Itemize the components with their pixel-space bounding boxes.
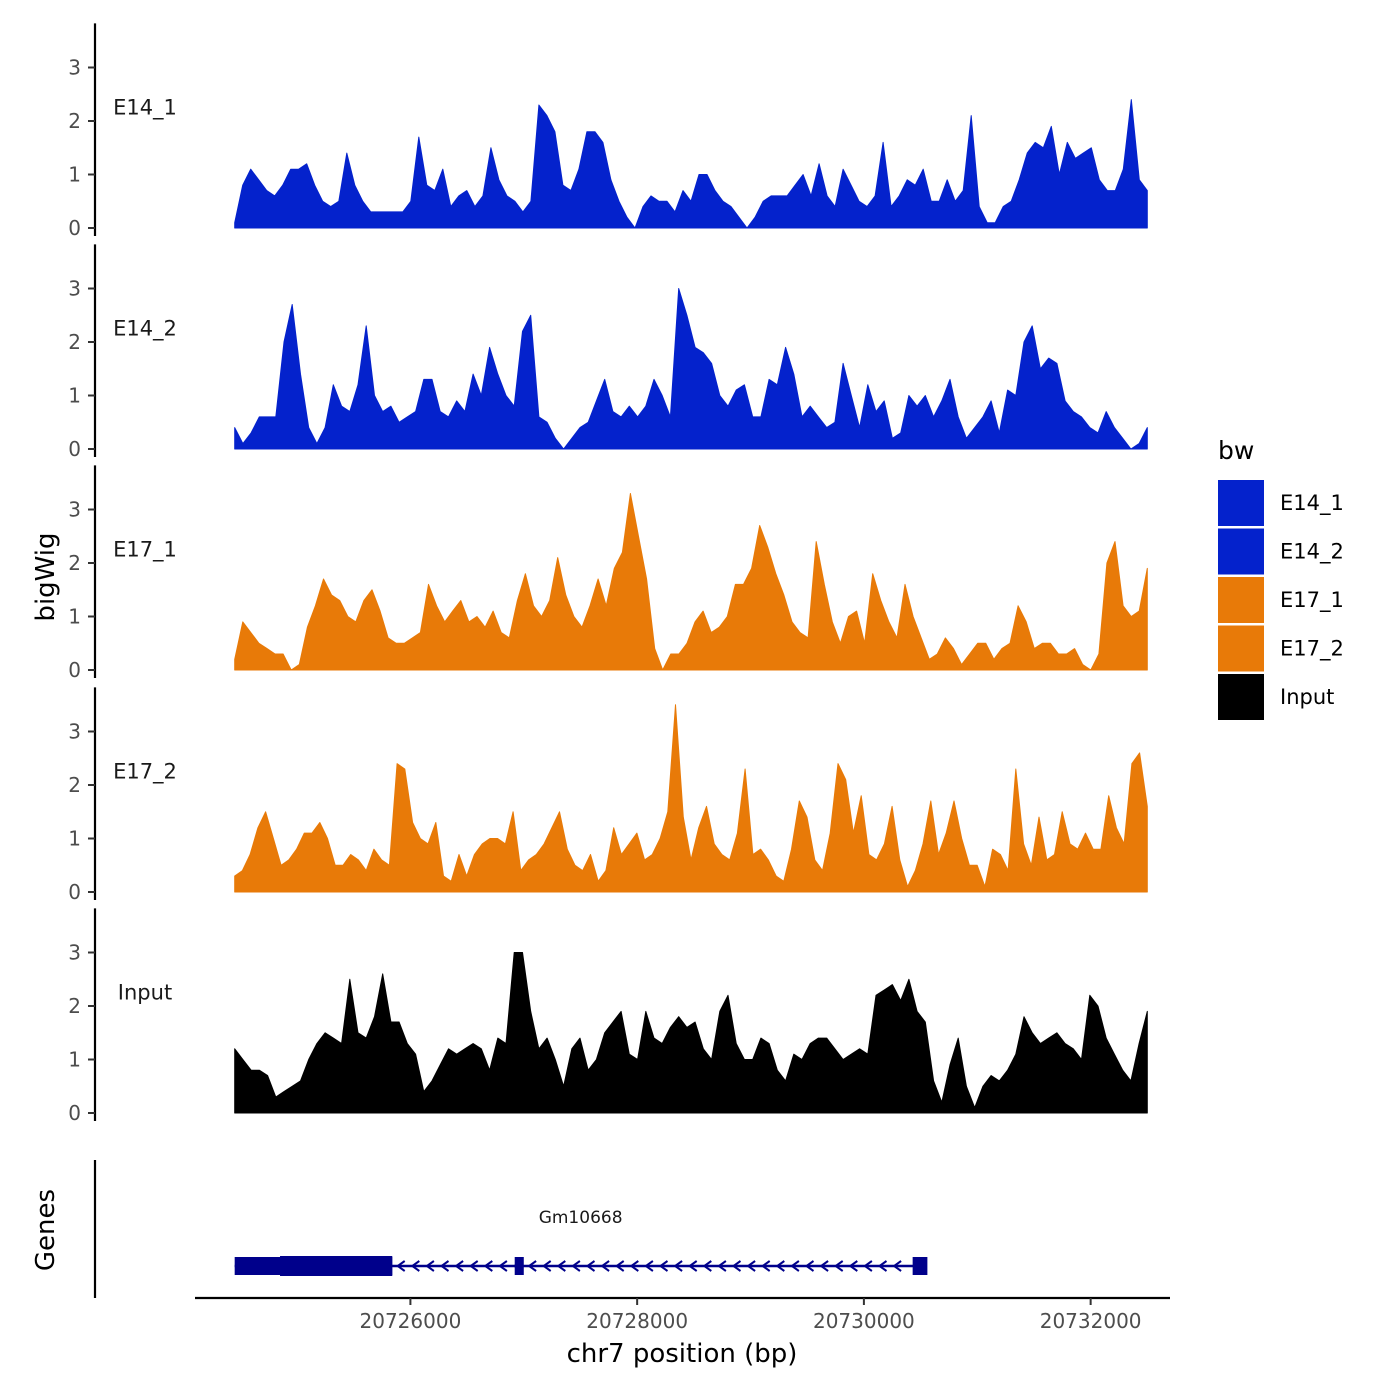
strand-arrow [395,1260,406,1272]
y-tick-label: 0 [68,1101,81,1125]
strand-arrow [600,1260,610,1272]
y-tick-label: 2 [68,551,81,575]
strand-arrow [454,1260,464,1272]
track-Input: 0 1 2 3 Input [68,908,1148,1125]
strand-arrow [410,1260,420,1272]
y-tick-label: 3 [68,498,81,522]
y-tick-label: 1 [68,827,81,851]
y-axis-title: bigWig [31,532,61,621]
track-E17_1: 0 1 2 3 E17_1 [68,465,1148,682]
strand-arrow [541,1260,552,1272]
track-label-E14_1: E14_1 [113,95,177,120]
y-tick-label: 3 [68,941,81,965]
x-axis: 20726000 20728000 20730000 20732000 [195,1296,1170,1333]
strand-arrow [863,1260,873,1272]
track-E17_2: 0 1 2 3 E17_2 [68,687,1148,904]
y-tick-label: 2 [68,773,81,797]
strand-arrow [658,1260,669,1272]
area-E17_2 [234,704,1148,893]
genes-track-title: Genes [31,1189,61,1271]
strand-arrow [804,1260,815,1272]
exon-2 [514,1257,524,1275]
y-tick-label: 1 [68,605,81,629]
strand-arrow [892,1260,902,1272]
strand-arrow [702,1260,712,1272]
strand-arrow [556,1260,566,1272]
strand-arrow [439,1260,450,1272]
legend-key-E17_2 [1218,625,1264,672]
legend-label-E14_1: E14_1 [1280,491,1344,516]
exon-3 [912,1257,928,1275]
legend-key-E17_1 [1218,577,1264,623]
strand-arrow [483,1260,493,1272]
track-label-E17_2: E17_2 [113,759,177,784]
area-Input [234,952,1148,1114]
x-tick-label: 20726000 [360,1309,462,1333]
y-tick-label: 3 [68,720,81,744]
strand-arrow [644,1260,654,1272]
legend-label-E14_2: E14_2 [1280,540,1344,565]
strand-arrow [848,1260,858,1272]
x-tick-label: 20732000 [1040,1309,1142,1333]
strand-arrow [571,1260,581,1272]
strand-arrow [819,1260,829,1272]
strand-arrow [833,1260,844,1272]
strand-arrow [425,1260,435,1272]
area-E17_1 [234,493,1148,671]
area-E14_1 [234,99,1148,229]
strand-arrow [585,1260,596,1272]
y-tick-label: 3 [68,56,81,80]
x-tick-label: 20728000 [586,1309,688,1333]
coverage-tracks: 0 1 2 3 E14_1 0 1 2 3 E14_2 0 1 2 3 E17_1 0 1 2 3 E17_2 0 1 2 3… [68,23,1148,1125]
y-tick-label: 0 [68,880,81,904]
strand-arrow [687,1260,698,1272]
legend: bw E14_1 E14_2 E17_1 E17_2 Input [1218,436,1344,720]
y-tick-label: 0 [68,216,81,240]
legend-label-Input: Input [1280,685,1334,709]
strand-arrow [746,1260,756,1272]
y-tick-label: 0 [68,437,81,461]
strand-arrow [527,1260,537,1272]
y-tick-label: 1 [68,1048,81,1072]
legend-key-Input [1218,674,1264,720]
coding-region [280,1256,393,1276]
legend-key-E14_2 [1218,528,1264,575]
y-tick-label: 1 [68,163,81,187]
strand-arrow [629,1260,639,1272]
track-label-Input: Input [118,980,172,1004]
legend-label-E17_2: E17_2 [1280,637,1344,662]
track-E14_2: 0 1 2 3 E14_2 [68,244,1148,461]
y-tick-label: 2 [68,330,81,354]
y-tick-label: 3 [68,277,81,301]
strand-arrow [775,1260,785,1272]
legend-title: bw [1218,436,1254,465]
track-label-E14_2: E14_2 [113,316,177,341]
strand-arrow [790,1260,800,1272]
legend-label-E17_1: E17_1 [1280,588,1344,613]
strand-arrow [717,1260,727,1272]
strand-arrow [731,1260,742,1272]
track-label-E17_1: E17_1 [113,537,177,562]
strand-arrow [877,1260,888,1272]
y-tick-label: 0 [68,658,81,682]
strand-arrow [760,1260,771,1272]
gene-name-label: Gm10668 [539,1208,623,1228]
area-E14_2 [234,288,1148,450]
x-tick-label: 20730000 [813,1309,915,1333]
y-tick-label: 2 [68,994,81,1018]
strand-arrow [498,1260,508,1272]
y-tick-label: 1 [68,384,81,408]
strand-arrow [673,1260,683,1272]
track-E14_1: 0 1 2 3 E14_1 [68,23,1148,240]
genes-track: Gm10668 [93,1160,928,1298]
legend-key-E14_1 [1218,480,1264,526]
strand-arrow [614,1260,625,1272]
strand-arrow [468,1260,479,1272]
y-tick-label: 2 [68,109,81,133]
x-axis-title: chr7 position (bp) [567,1339,798,1369]
